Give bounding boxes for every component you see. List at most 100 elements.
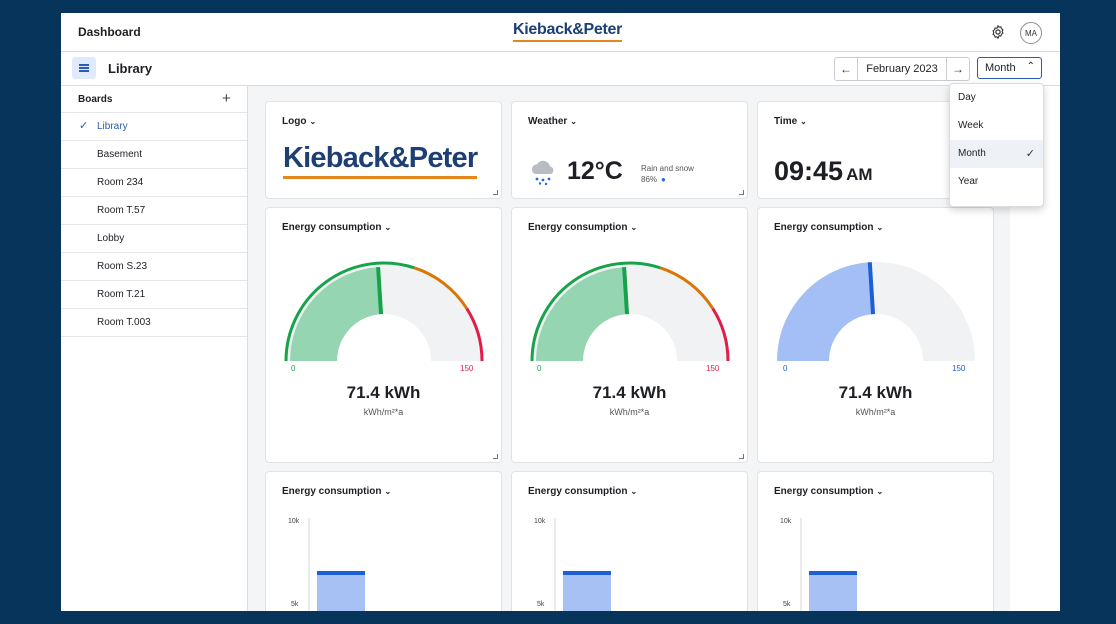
weather-condition: Rain and snow	[641, 164, 694, 173]
y-tick-label: 5k	[291, 601, 299, 608]
period-option-month[interactable]: Month ✓	[950, 140, 1043, 168]
widget-title[interactable]: Weather ⌄	[528, 116, 577, 127]
sidebar-item-label: Room S.23	[97, 261, 148, 272]
gauge-unit: kWh/m²*a	[855, 407, 896, 417]
check-icon: ✓	[79, 120, 89, 132]
gauge-fill	[777, 262, 874, 361]
gauge-needle	[376, 267, 384, 315]
gauge-min-label: 0	[783, 364, 788, 373]
gauge-min-label: 0	[291, 364, 296, 373]
menu-toggle-button[interactable]	[72, 57, 96, 79]
widget-title-text: Time	[774, 116, 798, 127]
sidebar-item-library[interactable]: ✓ Library	[61, 113, 247, 141]
sidebar-item-room-t003[interactable]: Room T.003	[61, 309, 247, 337]
sidebar-item-room-t21[interactable]: Room T.21	[61, 281, 247, 309]
gauge-value: 71.4 kWh	[346, 383, 421, 402]
sidebar-item-room-s23[interactable]: Room S.23	[61, 253, 247, 281]
period-option-label: Week	[958, 120, 984, 131]
brand-logo-text: Kieback&Peter	[513, 21, 623, 38]
arrow-right-icon[interactable]: →	[946, 58, 969, 80]
bar-chart	[554, 518, 611, 611]
sidebar-item-lobby[interactable]: Lobby	[61, 225, 247, 253]
resize-handle[interactable]	[739, 454, 744, 459]
energy-bar-widget[interactable]: Energy consumption ⌄ 10k 5k	[265, 471, 502, 611]
sidebar-header: Boards +	[61, 86, 247, 113]
y-tick-label: 10k	[288, 518, 300, 525]
sidebar-item-room-t57[interactable]: Room T.57	[61, 197, 247, 225]
gear-icon[interactable]	[990, 24, 1006, 40]
check-icon: ✓	[1025, 148, 1035, 160]
y-tick-label: 10k	[780, 518, 792, 525]
avatar[interactable]: MA	[1020, 22, 1042, 44]
widget-title[interactable]: Logo ⌄	[282, 116, 316, 127]
period-select[interactable]: Month ⌃	[977, 57, 1042, 79]
energy-gauge-widget[interactable]: Energy consumption ⌄ 0 150 71.4 kWh kWh/m…	[511, 207, 748, 463]
gauge-unit: kWh/m²*a	[363, 407, 404, 417]
sidebar-title: Boards	[78, 94, 113, 105]
bar-mark-top	[563, 571, 611, 575]
chevron-down-icon: ⌄	[630, 487, 638, 496]
sub-header: Library ← February 2023 → Month ⌃	[61, 52, 1060, 86]
energy-gauge-widget[interactable]: Energy consumption ⌄ 0 150 71.4 kWh kWh/m…	[265, 207, 502, 463]
widget-title-text: Energy consumption	[774, 222, 874, 233]
bar-chart	[308, 518, 365, 611]
energy-gauge-widget[interactable]: Energy consumption ⌄ 0 150 71.4 kWh kWh/m…	[757, 207, 994, 463]
sidebar-item-basement[interactable]: Basement	[61, 141, 247, 169]
period-option-week[interactable]: Week	[950, 112, 1043, 140]
widget-title[interactable]: Energy consumption ⌄	[528, 486, 637, 497]
widget-title[interactable]: Energy consumption ⌄	[528, 222, 637, 233]
y-tick-label: 5k	[537, 601, 545, 608]
widget-title-text: Weather	[528, 116, 568, 127]
brand-logo-large-text: Kieback&Peter	[283, 142, 478, 174]
dashboard-grid: Logo ⌄ Kieback&Peter Weather ⌄ 12°C Rain a…	[248, 86, 1010, 611]
widget-title[interactable]: Energy consumption ⌄	[774, 486, 883, 497]
sidebar-item-room-234[interactable]: Room 234	[61, 169, 247, 197]
resize-handle[interactable]	[739, 190, 744, 195]
energy-bar-widget[interactable]: Energy consumption ⌄ 10k 5k	[511, 471, 748, 611]
brand-logo: Kieback&Peter	[513, 21, 622, 42]
gauge-max-label: 150	[460, 364, 474, 373]
resize-handle[interactable]	[493, 190, 498, 195]
bar-chart	[800, 518, 857, 611]
widget-title[interactable]: Energy consumption ⌄	[282, 486, 391, 497]
raindrop-icon: ●	[661, 175, 666, 184]
y-tick-label: 5k	[783, 601, 791, 608]
clock-time: 09:45	[774, 156, 844, 186]
bar-mark-top	[317, 571, 365, 575]
gauge-zone-green	[284, 261, 415, 362]
precipitation-value: 86%	[641, 175, 658, 184]
gauge-chart	[530, 261, 730, 362]
widget-title-text: Logo	[282, 116, 307, 127]
bar-mark-top	[809, 571, 857, 575]
weather-description: Rain and snow 86% ●	[641, 163, 694, 185]
date-navigator: ← February 2023 →	[834, 57, 970, 81]
period-option-label: Year	[958, 176, 979, 187]
resize-handle[interactable]	[493, 454, 498, 459]
board-title: Library	[108, 61, 153, 76]
arrow-left-icon[interactable]: ←	[835, 58, 858, 80]
precipitation: 86% ●	[641, 174, 694, 185]
period-option-day[interactable]: Day	[950, 84, 1043, 112]
chevron-down-icon: ⌄	[800, 117, 807, 126]
widget-title-text: Energy consumption	[774, 486, 874, 497]
energy-bar-widget[interactable]: Energy consumption ⌄ 10k 5k	[757, 471, 994, 611]
widget-title[interactable]: Time ⌄	[774, 116, 807, 127]
widget-title[interactable]: Energy consumption ⌄	[282, 222, 391, 233]
weather-widget[interactable]: Weather ⌄ 12°C Rain and snow 86% ●	[511, 101, 748, 199]
date-label: February 2023	[866, 63, 938, 75]
chevron-down-icon: ⌄	[384, 487, 392, 496]
period-option-year[interactable]: Year	[950, 168, 1043, 196]
chevron-down-icon: ⌄	[384, 223, 392, 232]
widget-title[interactable]: Energy consumption ⌄	[774, 222, 883, 233]
top-bar: Dashboard Kieback&Peter MA	[61, 13, 1060, 52]
gauge-zone-red	[465, 307, 484, 362]
logo-widget[interactable]: Logo ⌄ Kieback&Peter	[265, 101, 502, 199]
gauge-zone-red	[711, 307, 730, 362]
gauge-value: 71.4 kWh	[838, 383, 913, 402]
gauge-chart	[777, 261, 975, 361]
gauge-max-label: 150	[952, 364, 966, 373]
hamburger-icon	[79, 67, 89, 69]
sidebar-item-label: Room 234	[97, 177, 144, 188]
plus-icon[interactable]: +	[222, 90, 231, 107]
gauge-unit: kWh/m²*a	[609, 407, 650, 417]
